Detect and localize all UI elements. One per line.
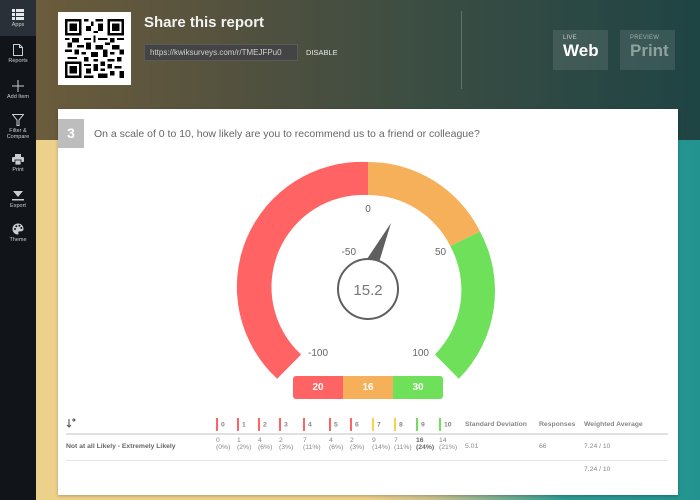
sidebar-item-reports[interactable]: Reports (0, 36, 36, 72)
sidebar-item-filter-compare[interactable]: Filter & Compare (0, 108, 36, 146)
gauge-promoter-arc (434, 231, 495, 379)
col-header-weighted: Weighted Average (584, 415, 668, 435)
printer-icon (12, 153, 24, 165)
col-header-9: 9 (416, 415, 439, 435)
col-header-10: 10 (439, 415, 465, 435)
mode-label: Print (630, 41, 669, 60)
cell-7: 9 (14%) (372, 434, 394, 461)
question-card: 3 On a scale of 0 to 10, how likely are … (58, 109, 678, 495)
cell-1: 1 (2%) (237, 434, 258, 461)
live-web-button[interactable]: LIVE Web (553, 30, 608, 70)
sidebar: Apps Reports Add Item Filter & Compare P… (0, 0, 36, 500)
sidebar-item-print[interactable]: Print (0, 146, 36, 180)
col-header-2: 2 (258, 415, 279, 435)
sidebar-item-label: Export (10, 202, 26, 209)
col-header-std: Standard Deviation (465, 415, 539, 435)
col-header-responses: Responses (539, 415, 584, 435)
passives-count: 16 (343, 376, 393, 399)
preview-print-button[interactable]: PREVIEW Print (620, 30, 675, 70)
row-label: Not at all Likely - Extremely Likely (66, 434, 216, 461)
col-header-1: 1 (237, 415, 258, 435)
gauge-tick-minus-50: -50 (342, 247, 357, 258)
sidebar-item-label: Print (12, 166, 24, 173)
filter-icon (12, 114, 24, 126)
download-icon (12, 190, 24, 200)
sidebar-item-label: Add Item (6, 94, 29, 100)
mode-sub-label: LIVE (563, 35, 577, 41)
col-header-7: 7 (372, 415, 394, 435)
cell-responses: 66 (539, 434, 584, 461)
cell-6: 2 (3%) (350, 434, 372, 461)
col-header-0: 0 (216, 415, 237, 435)
gauge-tick-0: 0 (365, 204, 371, 215)
sidebar-item-add-item[interactable]: Add Item (0, 72, 36, 108)
cell-0: 0 (0%) (216, 434, 237, 461)
results-table: 0 1 2 3 4 5 6 7 8 9 10 Standard Deviatio… (66, 415, 668, 486)
sidebar-item-export[interactable]: Export (0, 180, 36, 218)
gauge-tick-100: 100 (412, 348, 429, 359)
sidebar-item-label: Filter & Compare (6, 128, 30, 140)
col-header-3: 3 (279, 415, 303, 435)
cell-weighted: 7.24 / 10 (584, 434, 668, 461)
cell-std: 5.01 (465, 434, 539, 461)
gauge-hub (337, 258, 399, 320)
promoters-count: 30 (393, 376, 443, 399)
plus-icon (12, 80, 24, 92)
gauge-detractor-arc (236, 161, 368, 379)
cell-5: 4 (6%) (329, 434, 350, 461)
table-footer-row: 7.24 / 10 (66, 460, 668, 486)
document-icon (13, 44, 23, 56)
cell-3: 2 (3%) (279, 434, 303, 461)
nps-gauge: 0 -50 50 -100 100 15.2 (236, 161, 495, 379)
header-divider (461, 11, 462, 89)
nps-value: 15.2 (353, 282, 382, 299)
footer-weighted: 7.24 / 10 (584, 465, 611, 473)
question-number: 3 (58, 119, 84, 148)
sidebar-item-label: Reports (8, 58, 28, 64)
cell-4: 7 (11%) (303, 434, 329, 461)
swap-axes-button[interactable] (66, 415, 216, 435)
col-header-4: 4 (303, 415, 329, 435)
gauge-tick-minus-100: -100 (308, 348, 328, 359)
share-title: Share this report (144, 14, 265, 31)
disable-share-button[interactable]: DISABLE (306, 48, 338, 57)
share-url-field[interactable]: https://kwiksurveys.com/r/TMEJFPu0 (144, 44, 298, 61)
sidebar-item-apps[interactable]: Apps (0, 0, 36, 36)
mode-label: Web (563, 41, 599, 60)
gauge-passive-arc (368, 162, 480, 247)
nps-legend: 20 16 30 (293, 376, 443, 399)
cell-10: 14 (21%) (439, 434, 465, 461)
mode-sub-label: PREVIEW (630, 35, 660, 41)
gauge-needle (363, 223, 391, 269)
sidebar-item-label: Theme (9, 237, 27, 243)
sidebar-item-theme[interactable]: Theme (0, 218, 36, 248)
gauge-tick-50: 50 (435, 247, 447, 258)
question-text: On a scale of 0 to 10, how likely are yo… (94, 128, 480, 140)
cell-9: 16 (24%) (416, 434, 439, 461)
cell-2: 4 (6%) (258, 434, 279, 461)
cell-8: 7 (11%) (394, 434, 416, 461)
table-row: Not at all Likely - Extremely Likely 0 (0… (66, 434, 668, 461)
detractors-count: 20 (293, 376, 343, 399)
col-header-6: 6 (350, 415, 372, 435)
sort-arrows-icon (66, 418, 76, 428)
palette-icon (12, 223, 24, 235)
col-header-5: 5 (329, 415, 350, 435)
qr-code (58, 12, 131, 85)
sidebar-item-label: Apps (11, 21, 25, 28)
list-icon (12, 8, 24, 20)
col-header-8: 8 (394, 415, 416, 435)
